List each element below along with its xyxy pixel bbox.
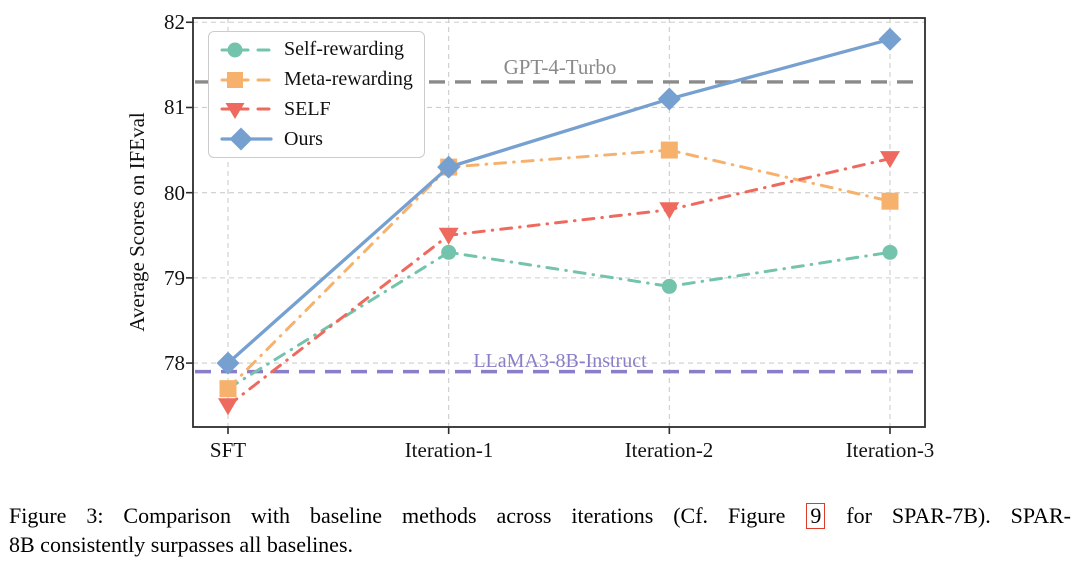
marker-self-3 bbox=[880, 151, 900, 169]
plot-svg bbox=[186, 17, 926, 434]
baseline-label-gpt-4-turbo: GPT-4-Turbo bbox=[503, 55, 617, 79]
marker-self-rewarding-1 bbox=[441, 244, 457, 260]
marker-ours-1 bbox=[437, 155, 461, 179]
legend-sample-ours bbox=[220, 127, 273, 151]
legend-item-self-rewarding: Self-rewarding bbox=[219, 36, 424, 64]
plot-frame bbox=[192, 17, 926, 428]
y-axis-title: Average Scores on IFEval bbox=[125, 112, 149, 332]
series-line-meta-rewarding bbox=[226, 148, 892, 391]
marker-self-0 bbox=[218, 398, 238, 416]
x-tick-iteration-1: Iteration-1 bbox=[404, 438, 494, 462]
caption-line-2: 8B consistently surpasses all baselines. bbox=[9, 532, 354, 557]
legend-label-ours: Ours bbox=[284, 127, 323, 150]
marker-ours-0 bbox=[216, 351, 240, 375]
y-tick-80: 80 bbox=[164, 181, 185, 205]
figure-ref-link[interactable]: 9 bbox=[806, 503, 826, 529]
caption-line-1: Figure 3: Comparison with baseline metho… bbox=[9, 501, 1071, 530]
series-line-ours bbox=[226, 37, 892, 365]
square-marker-icon bbox=[227, 71, 243, 88]
x-tick-sft: SFT bbox=[209, 438, 247, 462]
triangle-down-marker-icon bbox=[225, 103, 245, 120]
legend-sample-self-rewarding bbox=[220, 42, 271, 58]
legend-item-self: SELF bbox=[219, 95, 424, 123]
x-tick-iteration-3: Iteration-3 bbox=[845, 438, 935, 462]
legend: Self-rewarding Meta-rewarding SELF Our bbox=[208, 31, 425, 158]
legend-label-self-rewarding: Self-rewarding bbox=[284, 38, 404, 61]
caption-text-suffix: for SPAR-7B). SPAR- bbox=[826, 503, 1071, 528]
marker-self-2 bbox=[659, 202, 680, 220]
marker-self-rewarding-3 bbox=[882, 244, 898, 260]
legend-sample-self bbox=[220, 103, 271, 120]
figure-caption: Figure 3: Comparison with baseline metho… bbox=[0, 501, 1080, 559]
baseline-label-llama3-8b-instruct: LLaMA3-8B-Instruct bbox=[473, 350, 647, 372]
legend-sample-meta-rewarding bbox=[220, 71, 271, 88]
marker-meta-rewarding-3 bbox=[881, 192, 899, 210]
legend-item-meta-rewarding: Meta-rewarding bbox=[219, 66, 424, 94]
diamond-marker-icon bbox=[229, 127, 253, 151]
caption-text-prefix: Figure 3: Comparison with baseline metho… bbox=[9, 503, 786, 528]
marker-meta-rewarding-0 bbox=[219, 380, 237, 398]
x-tick-iteration-2: Iteration-2 bbox=[624, 438, 714, 462]
series-line-self bbox=[226, 157, 892, 408]
legend-item-ours: Ours bbox=[219, 125, 424, 153]
marker-self-rewarding-2 bbox=[661, 278, 677, 294]
circle-marker-icon bbox=[227, 42, 243, 58]
y-tick-79: 79 bbox=[164, 266, 185, 290]
legend-label-meta-rewarding: Meta-rewarding bbox=[284, 68, 413, 91]
y-tick-82: 82 bbox=[164, 10, 185, 34]
marker-ours-3 bbox=[878, 27, 902, 51]
y-tick-78: 78 bbox=[164, 351, 185, 375]
legend-label-self: SELF bbox=[284, 97, 331, 120]
marker-self-1 bbox=[438, 227, 459, 245]
marker-ours-2 bbox=[657, 87, 681, 111]
marker-meta-rewarding-2 bbox=[660, 141, 678, 159]
y-tick-81: 81 bbox=[164, 95, 185, 119]
